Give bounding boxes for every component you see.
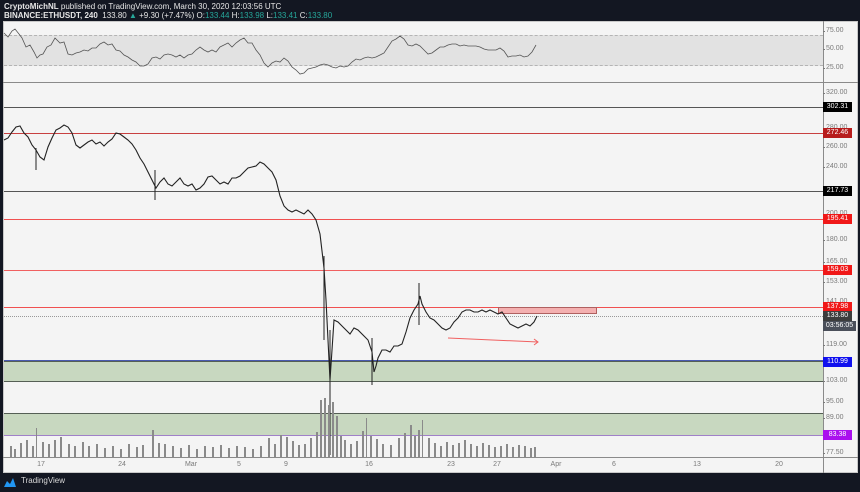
price-label-217: 217.73 [823, 186, 852, 196]
close-value: 133.80 [307, 11, 333, 20]
resistance-box[interactable] [498, 307, 597, 314]
author-name[interactable]: CryptoMichNL [4, 2, 59, 11]
tradingview-logo-icon [4, 478, 16, 487]
low-value: 133.41 [273, 11, 298, 20]
price-label-83: 83.38 [823, 430, 852, 440]
price-tick: 180.00 [822, 236, 848, 243]
price-tick: 77.50 [823, 449, 844, 456]
published-text: published on TradingView.com, March 30, … [60, 2, 282, 11]
level-line-159[interactable] [4, 270, 823, 271]
level-line-302[interactable] [4, 107, 823, 108]
price-label-195: 195.41 [823, 214, 852, 224]
close-label: C: [299, 11, 308, 20]
open-value: 133.44 [204, 11, 230, 20]
price-tick: 165.00 [822, 258, 848, 265]
rsi-tick: 25.00 [823, 64, 844, 71]
time-tick: 27 [493, 461, 501, 468]
bar-countdown-label: 03:56:05 [823, 321, 856, 331]
time-tick: 13 [693, 461, 701, 468]
low-label: L: [266, 11, 274, 20]
level-line-217[interactable] [4, 191, 823, 192]
price-tick: 320.00 [822, 89, 848, 96]
rsi-tick: 50.00 [823, 45, 844, 52]
price-label-137: 137.98 [823, 302, 852, 312]
level-line-195[interactable] [4, 219, 823, 220]
up-arrow-icon: ▲ [128, 11, 137, 20]
brand-name: TradingView [21, 476, 66, 485]
volume-bars [10, 398, 536, 457]
price-tick: 260.00 [822, 143, 848, 150]
symbol-info: BINANCE:ETHUSDT, 240 133.80 ▲ +9.30 (+7.… [4, 11, 332, 20]
price-axis-border [823, 21, 824, 473]
time-tick: 20 [775, 461, 783, 468]
time-tick: 23 [447, 461, 455, 468]
time-tick: Apr [550, 461, 562, 468]
price-tick: 119.00 [823, 341, 847, 348]
rsi-band [4, 35, 823, 66]
time-tick: Mar [184, 461, 198, 468]
chart-canvas[interactable] [3, 21, 858, 473]
publish-info: CryptoMichNL published on TradingView.co… [4, 2, 281, 11]
price-tick: 153.00 [822, 278, 848, 285]
price-tick: 240.00 [822, 163, 848, 170]
time-tick: 17 [37, 461, 45, 468]
rsi-tick: 75.00 [823, 27, 844, 34]
time-tick: 24 [118, 461, 126, 468]
pane-separator[interactable] [3, 82, 858, 83]
price-tick: 89.00 [823, 414, 844, 421]
level-line-137[interactable] [4, 307, 823, 308]
open-label: O: [196, 11, 205, 20]
level-line-110[interactable] [4, 360, 823, 361]
wicks [35, 148, 420, 455]
rsi-line [3, 28, 537, 75]
high-value: 133.98 [239, 11, 265, 20]
time-tick: 16 [365, 461, 373, 468]
current-price-label: 133.80 [823, 311, 852, 321]
price-tick: 103.00 [822, 377, 848, 384]
price-label-302: 302.31 [823, 102, 852, 112]
time-tick: 6 [612, 461, 616, 468]
time-tick: 5 [237, 461, 241, 468]
support-zone-upper [4, 361, 823, 382]
last-price: 133.80 [102, 11, 127, 20]
level-line-272[interactable] [4, 133, 823, 134]
current-price-line [4, 316, 823, 317]
level-line-83[interactable] [4, 435, 823, 436]
high-label: H: [231, 11, 240, 20]
price-change: +9.30 (+7.47%) [139, 11, 195, 20]
symbol-name: BINANCE:ETHUSDT, 240 [4, 11, 98, 20]
price-label-159: 159.03 [823, 265, 852, 275]
price-tick: 95.00 [823, 398, 844, 405]
price-label-110: 110.99 [823, 357, 852, 367]
arrow-line [447, 337, 539, 343]
arrow-head-icon [533, 338, 539, 346]
time-tick: 9 [284, 461, 288, 468]
candles [3, 124, 538, 381]
price-label-272: 272.46 [823, 128, 852, 138]
time-axis-border [3, 457, 858, 458]
footer-brand[interactable]: TradingView [6, 476, 65, 485]
